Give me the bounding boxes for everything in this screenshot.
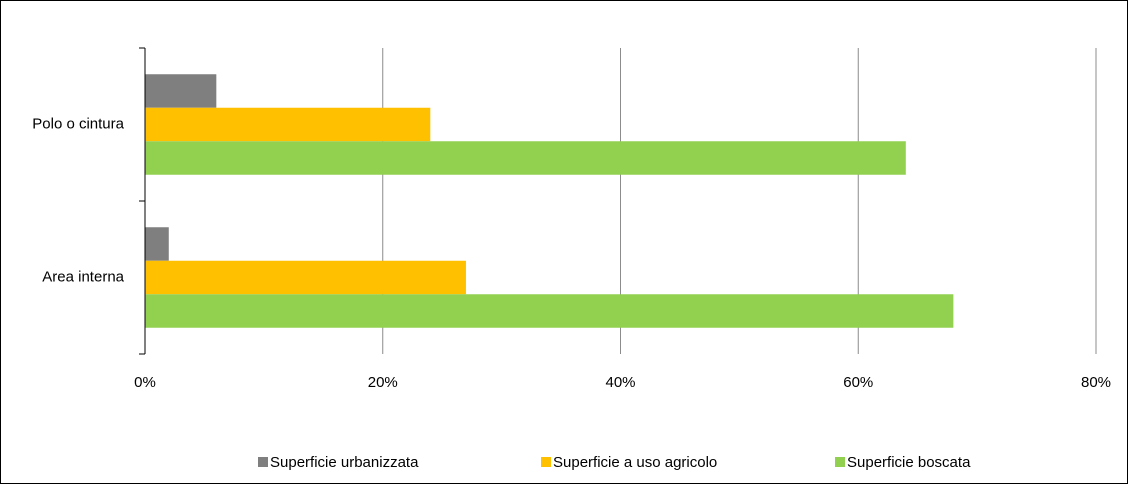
bar [145,141,906,175]
x-tick-label: 0% [134,374,156,391]
legend-label: Superficie boscata [847,454,971,471]
legend-label: Superficie a uso agricolo [553,454,717,471]
legend-swatch [541,457,551,467]
x-tick-label: 80% [1081,374,1111,391]
legend-swatch [835,457,845,467]
bar [145,294,954,328]
x-tick-label: 40% [605,374,635,391]
y-tick-label: Area interna [42,268,124,285]
legend-label: Superficie urbanizzata [270,454,419,471]
bar [145,107,431,142]
x-tick-label: 60% [843,374,873,391]
bar [145,260,466,295]
x-tick-label: 20% [368,374,398,391]
legend-swatch [258,457,268,467]
bar [145,74,217,108]
y-tick-label: Polo o cintura [32,115,124,132]
bar [145,227,169,261]
